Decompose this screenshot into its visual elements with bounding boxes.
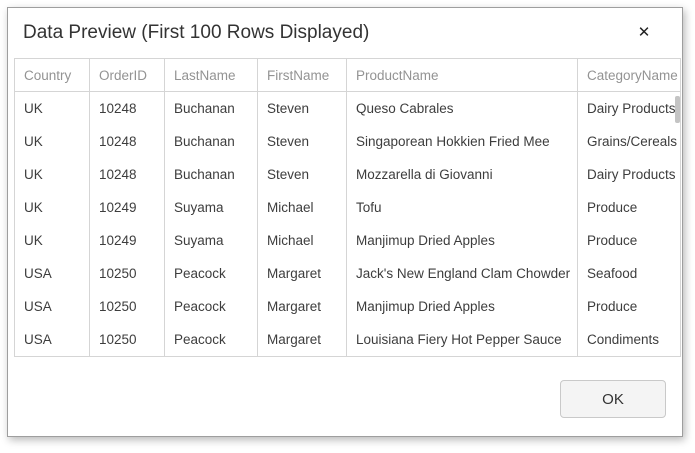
cell-country: UK: [14, 125, 90, 158]
column-header-categoryname: CategoryName: [577, 58, 681, 92]
cell-lastname: Peacock: [164, 323, 258, 357]
cell-firstname: Steven: [257, 158, 347, 191]
cell-orderid: 10249: [89, 191, 165, 224]
column-header-lastname: LastName: [164, 58, 258, 92]
cell-lastname: Suyama: [164, 224, 258, 257]
cell-orderid: 10248: [89, 158, 165, 191]
cell-lastname: Peacock: [164, 257, 258, 290]
cell-categoryname: Dairy Products: [587, 101, 676, 116]
vertical-scrollbar-thumb[interactable]: [675, 96, 680, 123]
cell-categoryname: Produce: [587, 299, 638, 314]
data-preview-dialog: Data Preview (First 100 Rows Displayed) …: [7, 7, 683, 437]
column-header-productname: ProductName: [346, 58, 578, 92]
cell-productname: Jack's New England Clam Chowder: [346, 257, 578, 290]
cell-orderid: 10248: [89, 125, 165, 158]
table-row: UK 10249 Suyama Michael Manjimup Dried A…: [14, 224, 681, 257]
cell-orderid: 10249: [89, 224, 165, 257]
dialog-title: Data Preview (First 100 Rows Displayed): [23, 22, 370, 43]
table-row: UK 10249 Suyama Michael Tofu Produce: [14, 191, 681, 224]
cell-categoryname: Condiments: [587, 332, 660, 347]
column-header-firstname: FirstName: [257, 58, 347, 92]
cell-firstname: Margaret: [257, 257, 347, 290]
cell-lastname: Buchanan: [164, 91, 258, 125]
data-preview-table: Country OrderID LastName FirstName Produ…: [14, 58, 681, 357]
table-header: Country OrderID LastName FirstName Produ…: [14, 58, 681, 92]
table-row: USA 10250 Peacock Margaret Louisiana Fie…: [14, 323, 681, 357]
cell-country: USA: [14, 257, 90, 290]
table-row: USA 10250 Peacock Margaret Jack's New En…: [14, 257, 681, 290]
column-header-country: Country: [14, 58, 90, 92]
cell-firstname: Margaret: [257, 323, 347, 357]
table-row: UK 10248 Buchanan Steven Queso Cabrales …: [14, 91, 681, 125]
column-header-orderid: OrderID: [89, 58, 165, 92]
cell-orderid: 10250: [89, 257, 165, 290]
table-row: UK 10248 Buchanan Steven Singaporean Hok…: [14, 125, 681, 158]
cell-firstname: Margaret: [257, 290, 347, 323]
table-header-row: Country OrderID LastName FirstName Produ…: [14, 58, 681, 92]
cell-productname: Tofu: [346, 191, 578, 224]
cell-country: USA: [14, 290, 90, 323]
table-row: USA 10250 Peacock Margaret Manjimup Drie…: [14, 290, 681, 323]
close-icon[interactable]: ✕: [637, 24, 651, 41]
cell-firstname: Steven: [257, 91, 347, 125]
cell-productname: Manjimup Dried Apples: [346, 290, 578, 323]
cell-productname: Mozzarella di Giovanni: [346, 158, 578, 191]
dialog-title-bar: Data Preview (First 100 Rows Displayed) …: [8, 8, 682, 58]
cell-productname: Manjimup Dried Apples: [346, 224, 578, 257]
cell-orderid: 10250: [89, 290, 165, 323]
cell-orderid: 10250: [89, 323, 165, 357]
cell-lastname: Buchanan: [164, 158, 258, 191]
cell-firstname: Steven: [257, 125, 347, 158]
cell-categoryname: Dairy Products: [587, 167, 676, 182]
cell-categoryname: Grains/Cereals: [587, 134, 678, 149]
cell-categoryname: Produce: [587, 233, 638, 248]
cell-country: UK: [14, 91, 90, 125]
cell-country: UK: [14, 158, 90, 191]
cell-firstname: Michael: [257, 191, 347, 224]
table-row: UK 10248 Buchanan Steven Mozzarella di G…: [14, 158, 681, 191]
cell-productname: Louisiana Fiery Hot Pepper Sauce: [346, 323, 578, 357]
cell-productname: Singaporean Hokkien Fried Mee: [346, 125, 578, 158]
cell-country: UK: [14, 224, 90, 257]
ok-button[interactable]: OK: [560, 380, 666, 418]
cell-orderid: 10248: [89, 91, 165, 125]
cell-firstname: Michael: [257, 224, 347, 257]
cell-country: UK: [14, 191, 90, 224]
cell-country: USA: [14, 323, 90, 357]
cell-categoryname: Seafood: [587, 266, 638, 281]
cell-lastname: Buchanan: [164, 125, 258, 158]
table-body: UK 10248 Buchanan Steven Queso Cabrales …: [14, 91, 681, 357]
cell-categoryname: Produce: [587, 200, 638, 215]
cell-lastname: Suyama: [164, 191, 258, 224]
cell-productname: Queso Cabrales: [346, 91, 578, 125]
cell-lastname: Peacock: [164, 290, 258, 323]
